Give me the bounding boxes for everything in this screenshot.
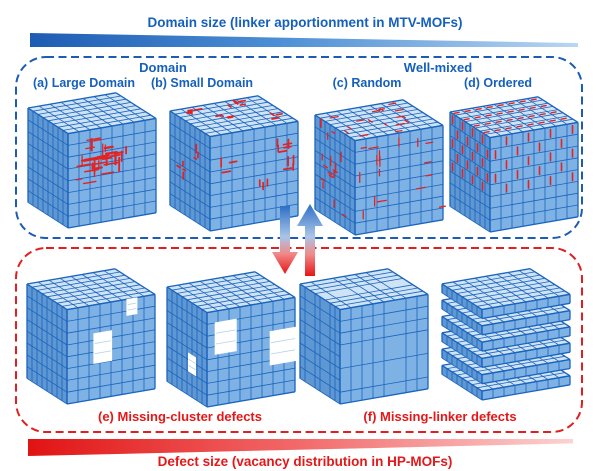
panel-label-d: (d) Ordered bbox=[463, 76, 533, 90]
lattice-cube-a bbox=[27, 92, 157, 229]
panel-label-c: (c) Random bbox=[332, 76, 402, 90]
lattice-cube-c bbox=[314, 99, 446, 236]
exchange-arrow-up bbox=[297, 204, 323, 276]
domain-size-gradient-arrow bbox=[30, 33, 578, 47]
defect-dashed-box bbox=[15, 247, 583, 433]
exchange-arrow-down bbox=[272, 206, 298, 274]
lattice-cube-f2 bbox=[441, 268, 571, 401]
lattice-cube-e2 bbox=[166, 271, 297, 408]
lattice-cube-e1 bbox=[26, 268, 156, 405]
lattice-cube-d bbox=[449, 96, 579, 233]
caption-missing-linker: (f) Missing-linker defects bbox=[363, 409, 517, 424]
panel-label-a: (a) Large Domain bbox=[32, 76, 136, 90]
group-header-well-mixed: Well-mixed bbox=[403, 60, 473, 75]
lattice-cube-f1 bbox=[299, 268, 429, 405]
caption-missing-cluster: (e) Missing-cluster defects bbox=[98, 409, 262, 424]
group-header-domain: Domain bbox=[139, 60, 187, 75]
panel-label-b: (b) Small Domain bbox=[150, 76, 254, 90]
top-banner-title: Domain size (linker apportionment in MTV… bbox=[147, 15, 463, 30]
bottom-banner-title: Defect size (vacancy distribution in HP-… bbox=[157, 454, 453, 469]
lattice-cube-b bbox=[169, 95, 299, 232]
